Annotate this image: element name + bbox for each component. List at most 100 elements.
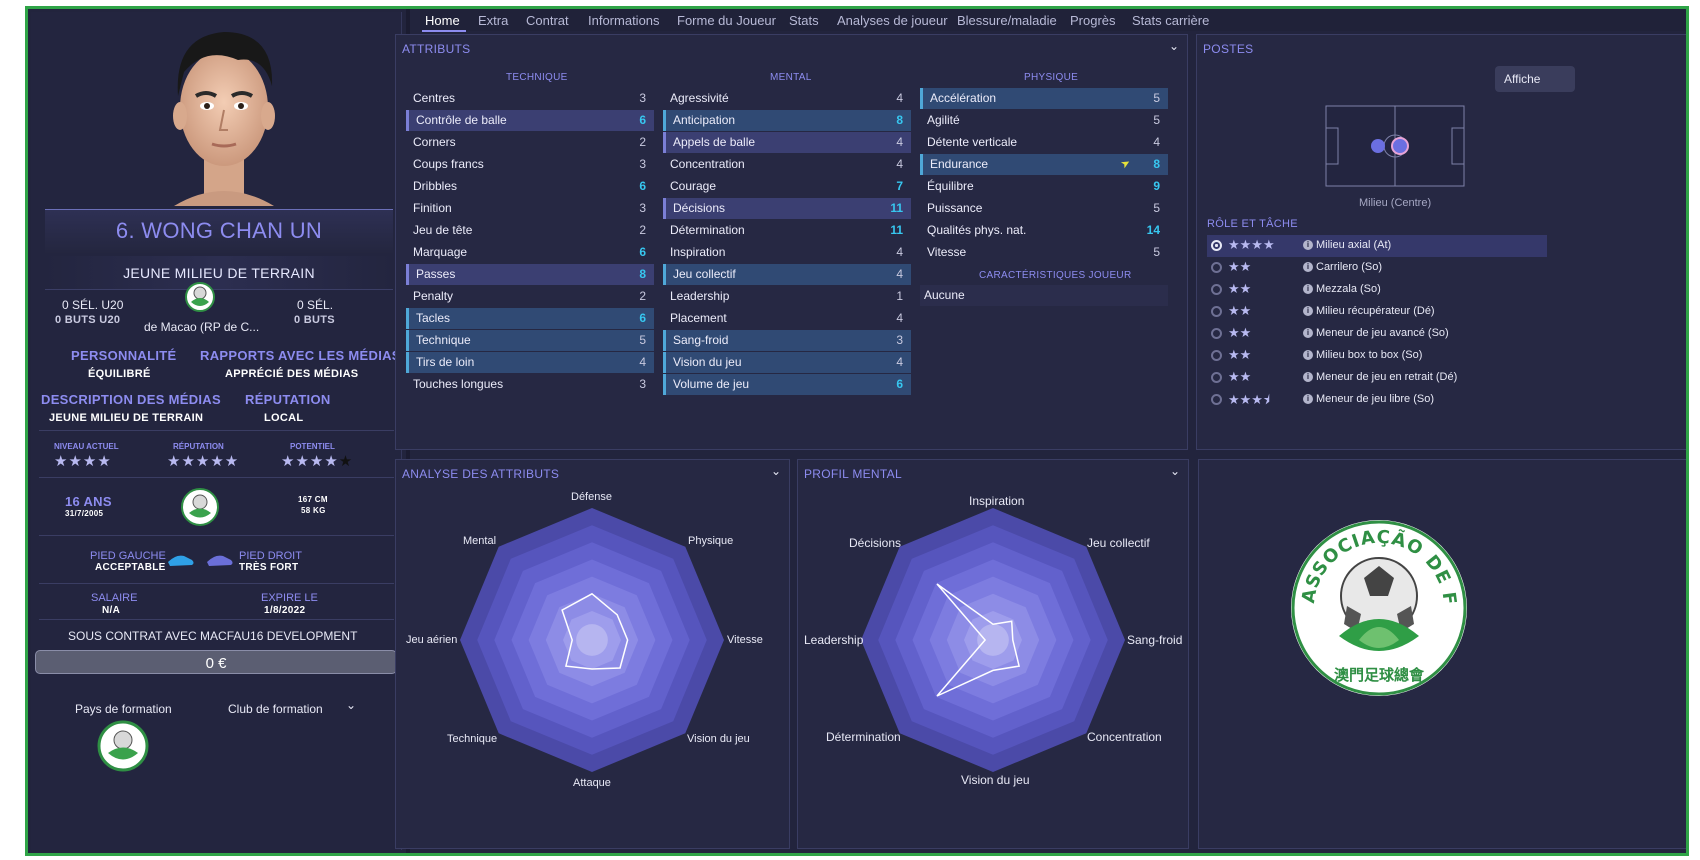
info-icon[interactable]: i <box>1303 350 1313 360</box>
training-nation-crest-icon[interactable] <box>97 720 149 772</box>
tab-stats-carriere[interactable]: Stats carrière <box>1132 13 1210 28</box>
chevron-down-icon[interactable]: ⌄ <box>1169 464 1180 478</box>
info-icon[interactable]: i <box>1303 240 1313 250</box>
attribute-row[interactable]: Marquage 6 <box>406 242 654 263</box>
transfer-value-bar[interactable]: 0 € <box>35 650 397 674</box>
role-row[interactable]: ★★ i Milieu récupérateur (Dé) <box>1207 301 1547 323</box>
attribute-row[interactable]: Coups francs 3 <box>406 154 654 175</box>
attribute-row[interactable]: Puissance 5 <box>920 198 1168 219</box>
attribute-name: Détermination <box>670 223 745 237</box>
chevron-down-icon[interactable]: ⌄ <box>1168 39 1179 53</box>
role-stars: ★★★⯨ <box>1228 392 1270 407</box>
player-name: 6. WONG CHAN UN <box>115 218 323 243</box>
attribute-row[interactable]: Tirs de loin 4 <box>406 352 654 373</box>
attribute-row[interactable]: Équilibre 9 <box>920 176 1168 197</box>
role-row[interactable]: ★★ i Meneur de jeu avancé (So) <box>1207 323 1547 345</box>
role-radio[interactable] <box>1211 372 1222 383</box>
tab-analyses-de-joueur[interactable]: Analyses de joueur <box>837 13 948 28</box>
role-row[interactable]: ★★ i Meneur de jeu en retrait (Dé) <box>1207 367 1547 389</box>
nation-flag-icon[interactable] <box>185 282 215 312</box>
role-radio[interactable] <box>1211 394 1222 405</box>
attribute-row[interactable]: Détente verticale 4 <box>920 132 1168 153</box>
tab-informations[interactable]: Informations <box>588 13 660 28</box>
info-icon[interactable]: i <box>1303 328 1313 338</box>
attribute-row[interactable]: Sang-froid 3 <box>663 330 911 351</box>
attribute-row[interactable]: Qualités phys. nat. 14 <box>920 220 1168 241</box>
attribute-row[interactable]: Corners 2 <box>406 132 654 153</box>
radar-axis-jeu-aerien: Jeu aérien <box>406 634 458 646</box>
attribute-value: 3 <box>639 91 646 105</box>
technique-header: TECHNIQUE <box>506 72 568 83</box>
attribute-row[interactable]: Centres 3 <box>406 88 654 109</box>
attribute-row[interactable]: Vision du jeu 4 <box>663 352 911 373</box>
info-icon[interactable]: i <box>1303 394 1313 404</box>
show-button[interactable]: Affiche <box>1495 66 1575 92</box>
role-radio[interactable] <box>1211 328 1222 339</box>
attribute-row[interactable]: Contrôle de balle 6 <box>406 110 654 131</box>
role-stars: ★★ <box>1228 347 1252 362</box>
attribute-row[interactable]: Agilité 5 <box>920 110 1168 131</box>
info-icon[interactable]: i <box>1303 306 1313 316</box>
attribute-row[interactable]: Endurance 8 ➤ <box>920 154 1168 175</box>
attribute-value: 7 <box>896 179 903 193</box>
u20-goals: 0 BUTS U20 <box>55 314 121 326</box>
attribute-row[interactable]: Penalty 2 <box>406 286 654 307</box>
attribute-row[interactable]: Jeu collectif 4 <box>663 264 911 285</box>
attribute-row[interactable]: Technique 5 <box>406 330 654 351</box>
attribute-row[interactable]: Détermination 11 <box>663 220 911 241</box>
attribute-radar-chart <box>460 508 724 772</box>
tab-contrat[interactable]: Contrat <box>526 13 569 28</box>
attribute-row[interactable]: Leadership 1 <box>663 286 911 307</box>
attribute-value: 3 <box>639 201 646 215</box>
attribute-name: Concentration <box>670 157 745 171</box>
attribute-name: Détente verticale <box>927 135 1018 149</box>
chevron-down-icon[interactable]: ⌄ <box>346 698 357 712</box>
attribute-row[interactable]: Appels de balle 4 <box>663 132 911 153</box>
role-radio[interactable] <box>1211 350 1222 361</box>
tab-stats[interactable]: Stats <box>789 13 819 28</box>
attribute-trend-icon: ➤ <box>1118 156 1133 172</box>
club-crest-small-icon[interactable] <box>181 488 219 526</box>
attributes-panel: ATTRIBUTS ⌄ TECHNIQUE MENTAL PHYSIQUE Ce… <box>395 34 1188 450</box>
attribute-row[interactable]: Dribbles 6 <box>406 176 654 197</box>
role-radio[interactable] <box>1211 262 1222 273</box>
attribute-row[interactable]: Agressivité 4 <box>663 88 911 109</box>
reputation-stars: ★★★★★ <box>167 453 240 470</box>
attribute-row[interactable]: Vitesse 5 <box>920 242 1168 263</box>
attribute-value: 6 <box>639 179 646 193</box>
attribute-row[interactable]: Passes 8 <box>406 264 654 285</box>
info-icon[interactable]: i <box>1303 262 1313 272</box>
info-icon[interactable]: i <box>1303 284 1313 294</box>
role-row[interactable]: ★★★⯨ i Meneur de jeu libre (So) <box>1207 389 1547 411</box>
attribute-row[interactable]: Placement 4 <box>663 308 911 329</box>
attribute-row[interactable]: Accélération 5 <box>920 88 1168 109</box>
role-row[interactable]: ★★ i Milieu box to box (So) <box>1207 345 1547 367</box>
tab-extra[interactable]: Extra <box>478 13 509 28</box>
info-icon[interactable]: i <box>1303 372 1313 382</box>
tab-progres[interactable]: Progrès <box>1070 13 1116 28</box>
attribute-row[interactable]: Jeu de tête 2 <box>406 220 654 241</box>
tab-forme-du-joueur[interactable]: Forme du Joueur <box>677 13 776 28</box>
role-radio[interactable] <box>1211 306 1222 317</box>
attribute-row[interactable]: Finition 3 <box>406 198 654 219</box>
attribute-row[interactable]: Touches longues 3 <box>406 374 654 395</box>
club-crest-large[interactable]: ASSOCIAÇÃO DE FUTEBOL DE MACAU 澳門足球總會 <box>1289 518 1469 698</box>
attribute-row[interactable]: Anticipation 8 <box>663 110 911 131</box>
attribute-value: 14 <box>1146 223 1160 237</box>
attribute-row[interactable]: Concentration 4 <box>663 154 911 175</box>
attribute-row[interactable]: Décisions 11 <box>663 198 911 219</box>
potential-ability-label: POTENTIEL <box>290 442 335 451</box>
role-radio[interactable] <box>1211 284 1222 295</box>
chevron-down-icon[interactable]: ⌄ <box>770 464 781 478</box>
role-radio[interactable] <box>1211 240 1222 251</box>
attribute-row[interactable]: Volume de jeu 6 <box>663 374 911 395</box>
tab-blessure-maladie[interactable]: Blessure/maladie <box>957 13 1057 28</box>
attribute-row[interactable]: Tacles 6 <box>406 308 654 329</box>
attribute-row[interactable]: Inspiration 4 <box>663 242 911 263</box>
nation-name[interactable]: de Macao (RP de C... <box>144 320 260 334</box>
tab-home[interactable]: Home <box>425 13 460 28</box>
role-row[interactable]: ★★ i Carrilero (So) <box>1207 257 1547 279</box>
role-row[interactable]: ★★ i Mezzala (So) <box>1207 279 1547 301</box>
role-row[interactable]: ★★★★ i Milieu axial (At) <box>1207 235 1547 257</box>
attribute-row[interactable]: Courage 7 <box>663 176 911 197</box>
